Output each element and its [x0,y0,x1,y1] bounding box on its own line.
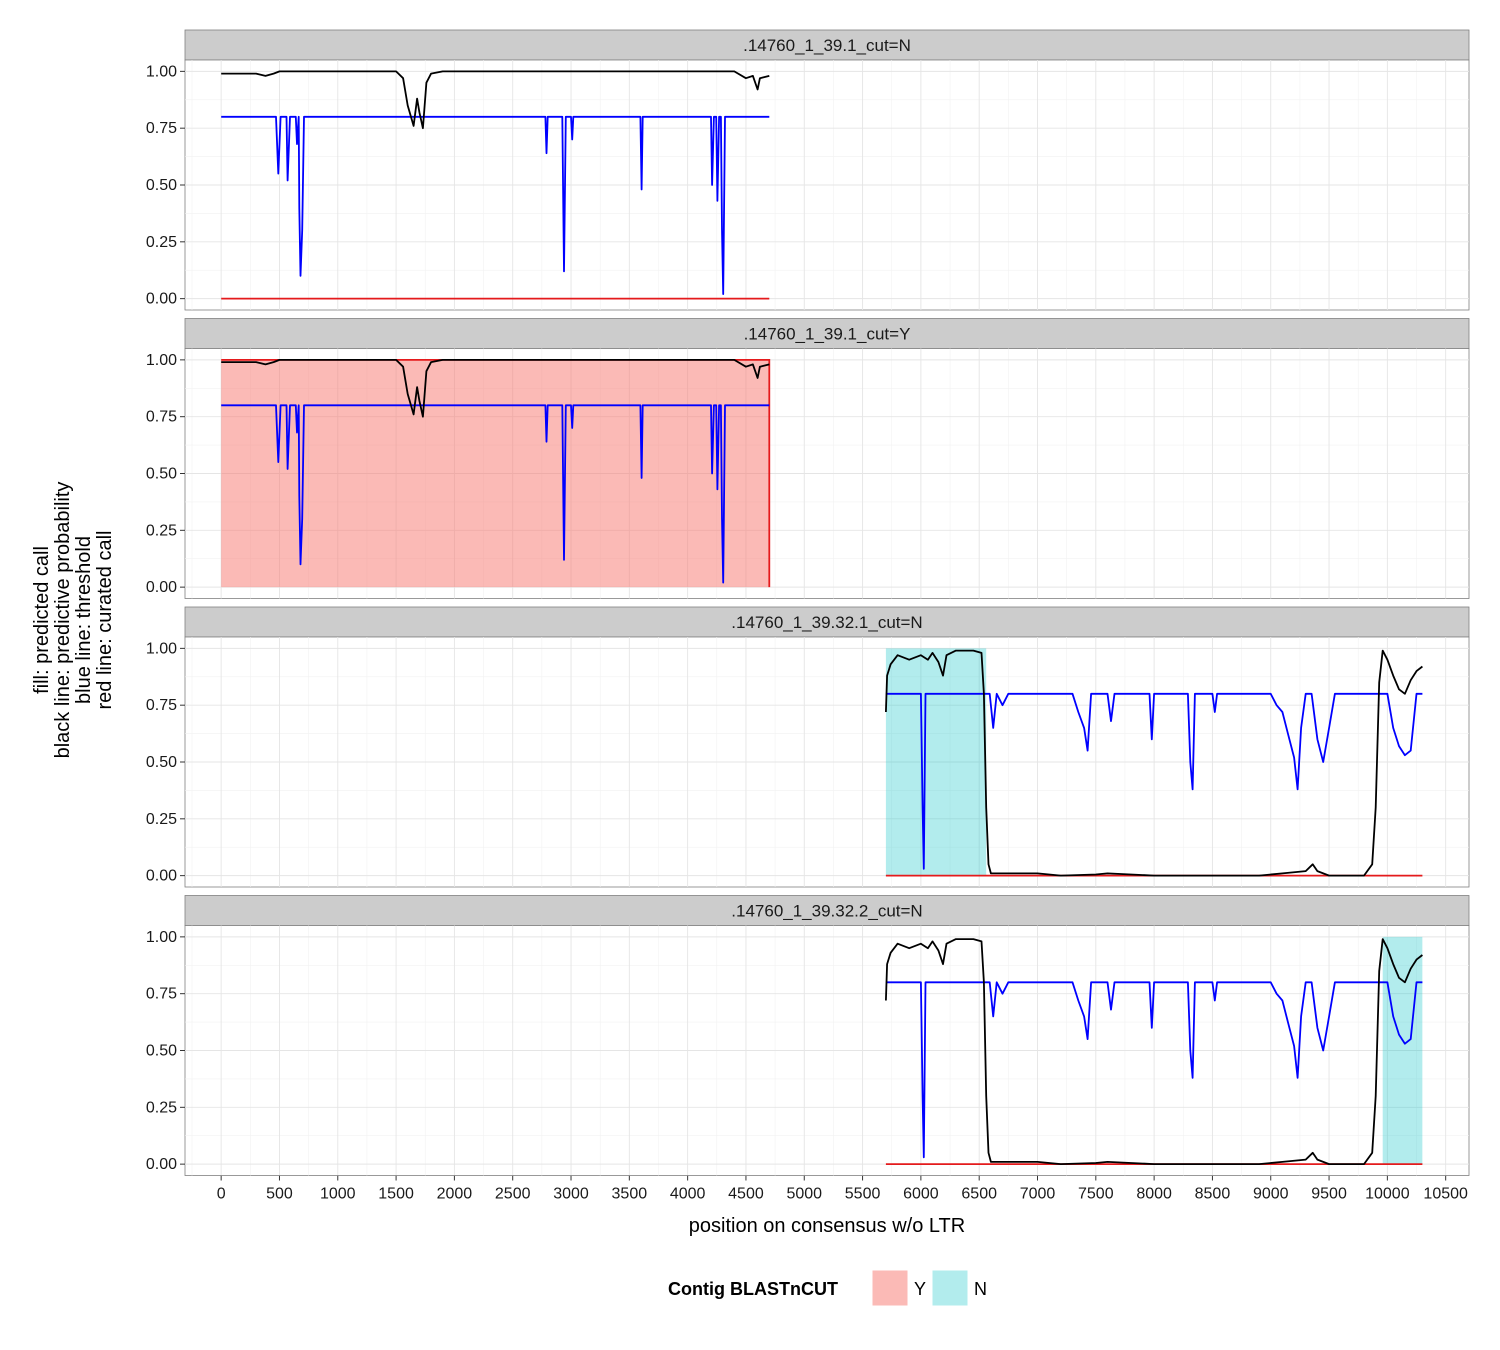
x-tick-label: 5000 [786,1186,822,1203]
x-tick-label: 3500 [612,1186,648,1203]
curated-call-line [221,359,771,588]
facet-strip [184,318,1470,349]
y-tick-label: 0.25 [146,522,177,539]
y-tick-label: 0.75 [146,409,177,426]
major-grid [185,60,1469,310]
predicted-call-fill [885,648,987,876]
legend-key-y [871,1269,909,1307]
facet-panel-1: .14760_1_39.1_cut=N 0.00 0.25 0.50 0.75 1.00 [146,29,1470,311]
predicted-call-fill [1382,936,1423,1165]
facet-strip [184,29,1470,61]
y-tick-label: 0.25 [146,811,177,828]
legend-title: Contig BLASTnCUT [668,1279,838,1299]
y-tick-label: 0.50 [146,754,177,771]
panels: .14760_1_39.1_cut=N 0.00 0.25 0.50 0.75 1.00.… [146,29,1470,1176]
x-tick-label: 6500 [961,1186,997,1203]
legend: Contig BLASTnCUT Y N [668,1269,987,1307]
facet-panel-3: .14760_1_39.32.1_cut=N 0.00 0.25 0.50 0.75 1.… [146,606,1470,888]
x-tick-label: 8000 [1136,1186,1172,1203]
probability-line [221,70,770,130]
y-tick-label: 1.00 [146,63,177,80]
facet-strip-label: .14760_1_39.1_cut=Y [744,325,911,344]
facet-strip-label: .14760_1_39.32.2_cut=N [731,902,922,921]
x-tick-label: 9000 [1253,1186,1289,1203]
facet-strip-label: .14760_1_39.32.1_cut=N [731,613,922,632]
y-axis-title-line-3: blue line: threshold [73,536,95,704]
y-axis: 0.00 0.25 0.50 0.75 1.00 [146,929,185,1173]
x-tick-label: 1000 [320,1186,356,1203]
x-tick-label: 5500 [845,1186,881,1203]
x-tick-label: 10500 [1423,1186,1468,1203]
facet-strip [184,895,1470,926]
x-tick-label: 0 [217,1186,226,1203]
threshold-line [221,115,770,295]
predicted-call-fill [221,359,770,588]
x-tick-label: 3000 [553,1186,589,1203]
facet-panel-4: .14760_1_39.32.2_cut=N 0.00 0.25 0.50 0.75 1.… [146,895,1470,1176]
x-tick-label: 2000 [437,1186,473,1203]
probability-line [885,938,1423,1165]
y-tick-label: 1.00 [146,352,177,369]
legend-key-n [931,1269,969,1307]
facet-panel-2: .14760_1_39.1_cut=Y 0.00 0.25 0.50 0.75 1.00 [146,318,1470,599]
x-tick-label: 500 [266,1186,293,1203]
y-axis: 0.00 0.25 0.50 0.75 1.00 [146,63,185,308]
y-tick-label: 0.50 [146,466,177,483]
x-tick-label: 4000 [670,1186,706,1203]
y-axis-title: fill: predicted call black line: predict… [31,482,116,759]
major-grid [185,925,1469,1176]
y-tick-label: 0.00 [146,1156,177,1173]
y-tick-label: 0.25 [146,1099,177,1116]
threshold-line [885,692,1423,870]
y-axis-title-line-1: fill: predicted call [31,546,53,694]
x-tick-label: 7000 [1020,1186,1056,1203]
y-tick-label: 0.00 [146,291,177,308]
x-tick-label: 4500 [728,1186,764,1203]
x-tick-label: 8500 [1195,1186,1231,1203]
x-tick-label: 9500 [1311,1186,1347,1203]
major-grid [185,637,1469,887]
x-tick-label: 10000 [1365,1186,1410,1203]
legend-label-n: N [974,1279,987,1299]
x-tick-label: 1500 [378,1186,414,1203]
y-tick-label: 0.50 [146,1043,177,1060]
y-tick-label: 0.00 [146,579,177,596]
probability-line [885,649,1423,877]
x-tick-label: 7500 [1078,1186,1114,1203]
y-axis-title-line-2: black line: predictive probability [52,482,74,759]
y-tick-label: 0.50 [146,177,177,194]
x-axis-title: position on consensus w/o LTR [689,1215,965,1237]
facet-strip [184,606,1470,638]
facet-strip-label: .14760_1_39.1_cut=N [743,36,911,55]
y-tick-label: 0.75 [146,986,177,1003]
y-tick-label: 0.25 [146,234,177,251]
y-tick-label: 0.75 [146,697,177,714]
y-tick-label: 0.75 [146,120,177,137]
legend-label-y: Y [914,1279,926,1299]
y-axis: 0.00 0.25 0.50 0.75 1.00 [146,640,185,885]
y-axis-title-line-4: red line: curated call [94,531,116,710]
threshold-line [885,981,1423,1159]
probability-line [221,359,770,418]
y-tick-label: 1.00 [146,640,177,657]
y-axis: 0.00 0.25 0.50 0.75 1.00 [146,352,185,596]
threshold-line [221,404,770,584]
x-axis: 0 500 1000 1500 2000 2500 3000 3500 4000 4500 5000… [217,1175,1468,1203]
y-tick-label: 0.00 [146,868,177,885]
x-tick-label: 2500 [495,1186,531,1203]
y-tick-label: 1.00 [146,929,177,946]
x-tick-label: 6000 [903,1186,939,1203]
